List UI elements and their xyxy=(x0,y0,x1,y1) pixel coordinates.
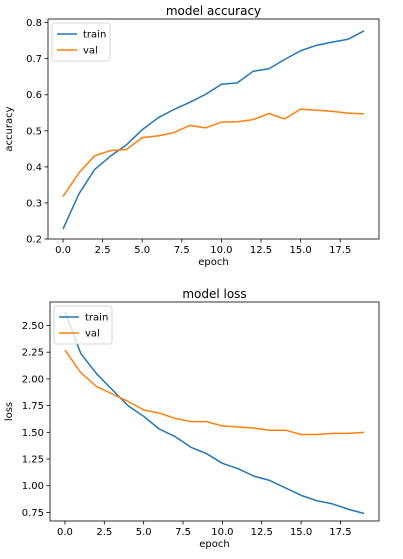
accuracy-legend-label-val: val xyxy=(83,46,98,57)
accuracy-x-tick-label: 5.0 xyxy=(134,245,150,256)
accuracy-y-tick-label: 0.7 xyxy=(26,54,42,65)
loss-x-tick-label: 17.5 xyxy=(329,527,351,538)
loss-x-tick-label: 7.5 xyxy=(175,527,191,538)
loss-x-tick-label: 0.0 xyxy=(57,527,73,538)
accuracy-legend-label-train: train xyxy=(83,30,106,41)
loss-series-line-val xyxy=(64,349,365,436)
loss-x-tick-label: 5.0 xyxy=(136,527,152,538)
accuracy-plot-frame xyxy=(47,18,380,240)
loss-y-tick-label: 1.00 xyxy=(22,481,44,492)
loss-y-axis-label: loss xyxy=(4,402,15,421)
accuracy-x-tick-label: 0.0 xyxy=(55,245,71,256)
loss-x-tick-label: 2.5 xyxy=(96,527,112,538)
loss-legend-box xyxy=(53,305,113,345)
loss-plot-frame xyxy=(49,301,380,522)
accuracy-series-line-val xyxy=(62,108,364,197)
loss-x-axis-label: epoch xyxy=(199,539,229,550)
accuracy-x-tick-label: 12.5 xyxy=(250,245,272,256)
accuracy-x-tick-label: 17.5 xyxy=(329,245,351,256)
loss-y-tick-label: 1.50 xyxy=(22,428,44,439)
loss-legend-label-train: train xyxy=(85,313,108,324)
accuracy-chart-title: model accuracy xyxy=(166,4,261,18)
accuracy-y-tick-label: 0.6 xyxy=(26,90,42,101)
loss-chart: model loss 0.0 2.5 5.0 7.5 10.0 12.5 15.0 17.5 0.… xyxy=(4,287,380,550)
accuracy-chart: model accuracy 0.0 2.5 5.0 7.5 10.0 12.5 15.0 17… xyxy=(4,4,380,268)
loss-x-tick-label: 10.0 xyxy=(211,527,233,538)
accuracy-series-line-train xyxy=(62,30,365,230)
accuracy-x-tick-label: 10.0 xyxy=(210,245,232,256)
loss-legend-label-val: val xyxy=(85,329,100,340)
loss-y-tick-label: 2.25 xyxy=(22,348,44,359)
accuracy-legend: train val xyxy=(51,22,111,62)
accuracy-y-tick-label: 0.5 xyxy=(26,126,42,137)
loss-series-line-train xyxy=(64,311,365,515)
accuracy-y-tick-label: 0.4 xyxy=(26,162,42,173)
loss-y-tick-label: 1.25 xyxy=(22,455,44,466)
accuracy-y-tick-label: 0.8 xyxy=(26,18,42,29)
loss-y-tick-label: 0.75 xyxy=(22,508,44,519)
accuracy-x-tick-label: 15.0 xyxy=(289,245,311,256)
loss-x-tick-label: 15.0 xyxy=(290,527,312,538)
accuracy-y-tick-label: 0.3 xyxy=(26,198,42,209)
loss-legend: train val xyxy=(53,305,113,345)
loss-chart-title: model loss xyxy=(182,287,246,301)
loss-y-tick-label: 2.00 xyxy=(22,374,44,385)
accuracy-x-tick-label: 2.5 xyxy=(95,245,111,256)
accuracy-y-axis-label: accuracy xyxy=(4,106,15,151)
accuracy-x-tick-label: 7.5 xyxy=(174,245,190,256)
loss-y-tick-label: 1.75 xyxy=(22,401,44,412)
loss-x-tick-label: 12.5 xyxy=(251,527,273,538)
loss-y-tick-label: 2.50 xyxy=(22,321,44,332)
accuracy-x-axis-label: epoch xyxy=(198,257,228,268)
accuracy-legend-box xyxy=(51,22,111,62)
accuracy-y-tick-label: 0.2 xyxy=(26,235,42,246)
